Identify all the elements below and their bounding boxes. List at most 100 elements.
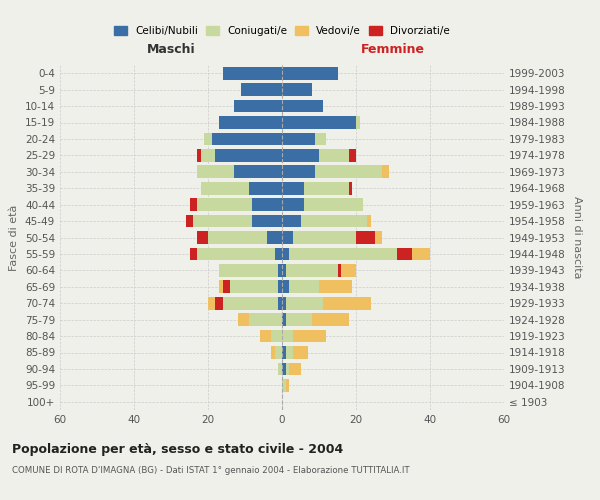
Bar [197,149,200,162]
Bar [397,248,412,260]
Bar [282,231,293,244]
Bar [282,362,286,376]
Bar [253,214,282,228]
Bar [197,248,275,260]
Bar [304,198,364,211]
Bar [319,149,349,162]
Bar [289,362,301,376]
Bar [223,67,282,80]
Text: Femmine: Femmine [361,43,425,56]
Bar [282,248,289,260]
Bar [286,264,337,277]
Bar [234,166,282,178]
Bar [282,280,289,293]
Bar [249,313,282,326]
Bar [286,313,311,326]
Bar [282,166,316,178]
Bar [367,214,371,228]
Text: COMUNE DI ROTA D'IMAGNA (BG) - Dati ISTAT 1° gennaio 2004 - Elaborazione TUTTITA: COMUNE DI ROTA D'IMAGNA (BG) - Dati ISTA… [12,466,410,475]
Bar [197,166,234,178]
Bar [282,182,304,194]
Bar [316,166,382,178]
Bar [249,182,282,194]
Bar [200,182,249,194]
Bar [282,149,319,162]
Bar [282,132,316,145]
Bar [223,297,278,310]
Text: Popolazione per età, sesso e stato civile - 2004: Popolazione per età, sesso e stato civil… [12,442,343,456]
Bar [282,346,286,359]
Bar [293,330,326,342]
Bar [200,149,215,162]
Bar [282,67,337,80]
Bar [278,264,282,277]
Bar [260,330,271,342]
Bar [278,280,282,293]
Bar [412,248,430,260]
Bar [208,231,267,244]
Bar [238,313,249,326]
Bar [374,231,382,244]
Bar [241,83,282,96]
Bar [253,198,282,211]
Bar [282,379,286,392]
Bar [293,231,356,244]
Bar [215,297,223,310]
Bar [219,264,278,277]
Bar [356,116,360,129]
Bar [208,297,215,310]
Bar [278,362,282,376]
Y-axis label: Anni di nascita: Anni di nascita [572,196,582,279]
Bar [293,346,308,359]
Bar [186,214,193,228]
Bar [275,346,282,359]
Bar [286,362,289,376]
Bar [289,280,319,293]
Bar [323,297,371,310]
Bar [289,248,397,260]
Bar [282,330,293,342]
Bar [286,297,323,310]
Bar [190,248,197,260]
Bar [193,214,253,228]
Legend: Celibi/Nubili, Coniugati/e, Vedovi/e, Divorziati/e: Celibi/Nubili, Coniugati/e, Vedovi/e, Di… [110,22,454,40]
Bar [234,100,282,112]
Bar [337,264,341,277]
Bar [197,231,208,244]
Bar [271,330,282,342]
Bar [311,313,349,326]
Bar [286,379,289,392]
Bar [282,83,311,96]
Bar [275,248,282,260]
Bar [282,313,286,326]
Bar [382,166,389,178]
Bar [223,280,230,293]
Bar [341,264,356,277]
Y-axis label: Fasce di età: Fasce di età [10,204,19,270]
Bar [278,297,282,310]
Bar [219,116,282,129]
Bar [301,214,367,228]
Bar [271,346,275,359]
Bar [349,149,356,162]
Bar [319,280,352,293]
Bar [212,132,282,145]
Bar [230,280,278,293]
Bar [204,132,212,145]
Bar [282,264,286,277]
Bar [282,100,323,112]
Bar [215,149,282,162]
Bar [356,231,374,244]
Bar [282,198,304,211]
Bar [282,214,301,228]
Bar [286,346,293,359]
Bar [349,182,352,194]
Bar [197,198,253,211]
Bar [219,280,223,293]
Bar [316,132,326,145]
Bar [282,116,356,129]
Bar [304,182,349,194]
Bar [267,231,282,244]
Text: Maschi: Maschi [146,43,196,56]
Bar [190,198,197,211]
